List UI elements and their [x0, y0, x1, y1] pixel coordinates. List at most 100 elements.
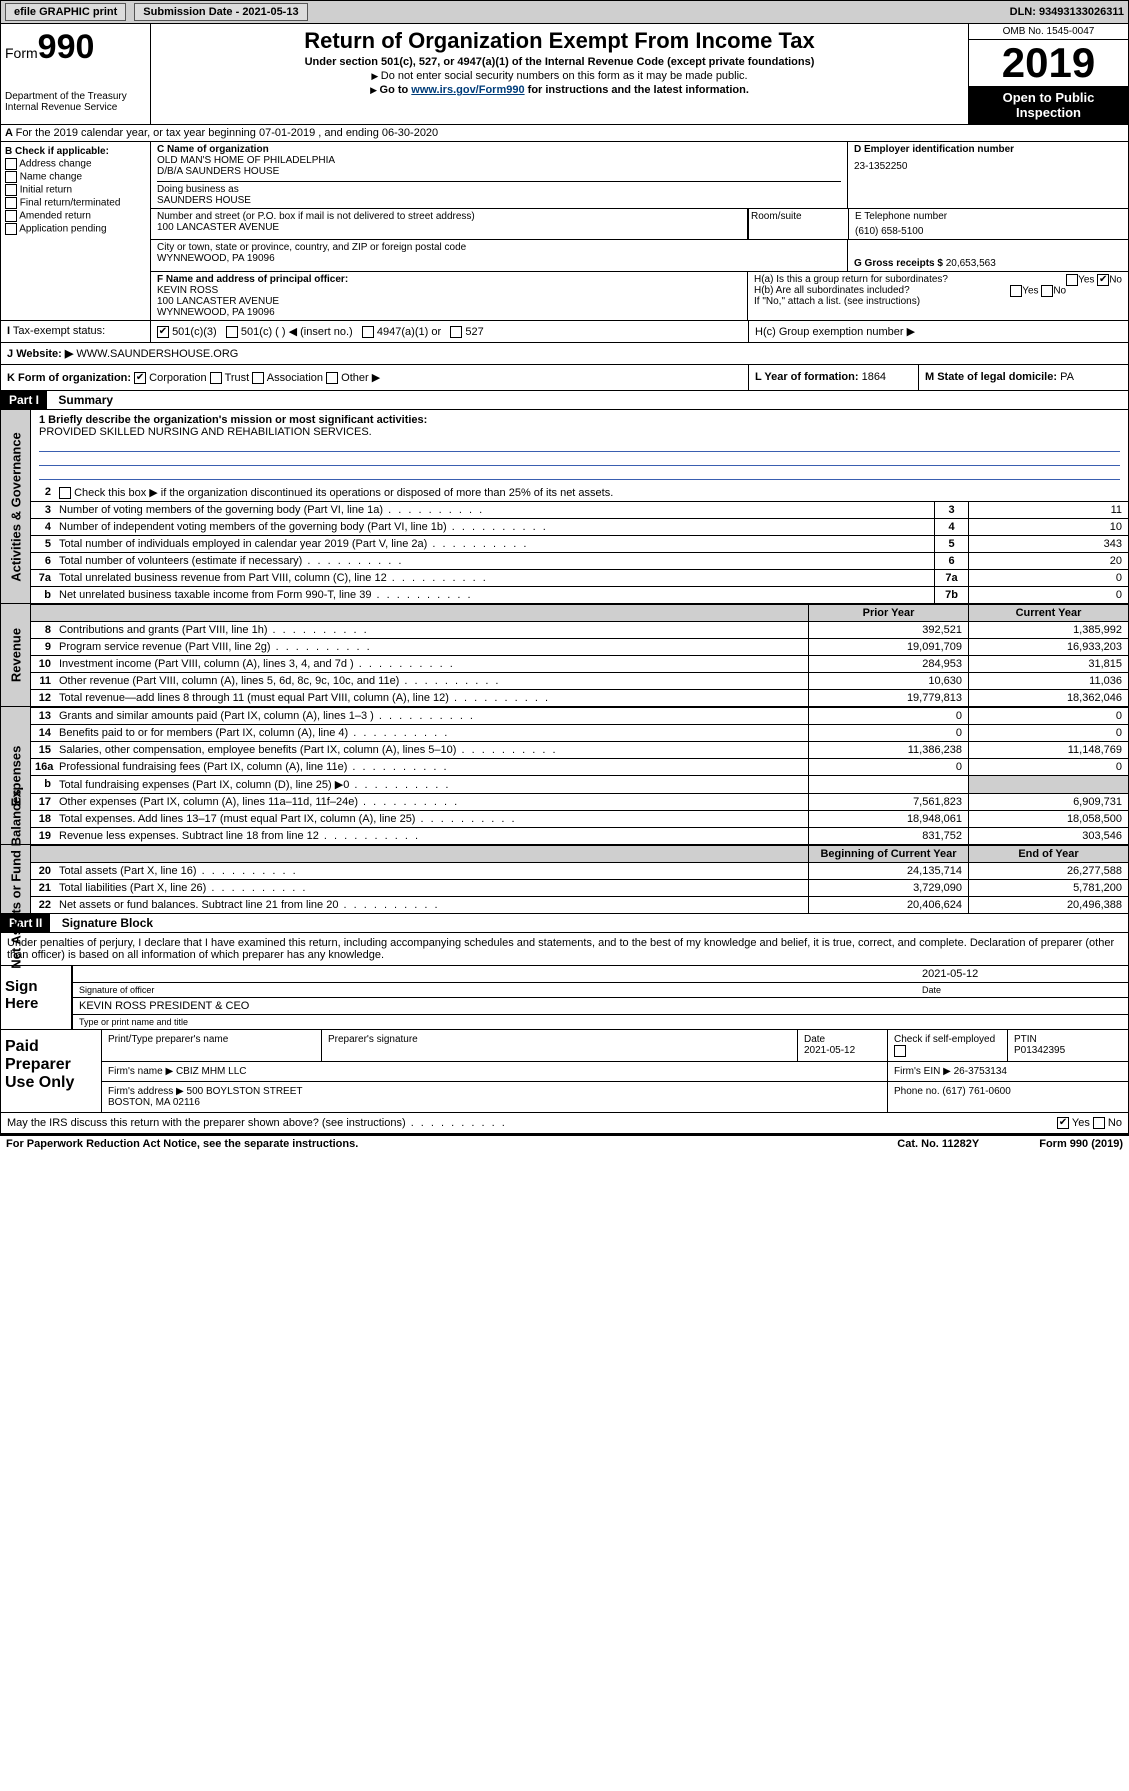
prep-sig-hdr: Preparer's signature [322, 1030, 798, 1061]
footer-right: Form 990 (2019) [1039, 1138, 1123, 1150]
curr-value: 18,058,500 [968, 811, 1128, 827]
phone-value: (610) 658-5100 [855, 226, 1122, 237]
prior-value: 3,729,090 [808, 880, 968, 896]
dba-value: SAUNDERS HOUSE [157, 195, 841, 206]
city-value: WYNNEWOOD, PA 19096 [157, 253, 841, 264]
ptin: PTINP01342395 [1008, 1030, 1128, 1061]
org-name: OLD MAN'S HOME OF PHILADELPHIA D/B/A SAU… [157, 155, 841, 177]
ein-value: 23-1352250 [854, 161, 1122, 172]
line-text: Program service revenue (Part VIII, line… [55, 639, 808, 655]
subtitle-3: Go to www.irs.gov/Form990 for instructio… [155, 84, 964, 96]
form-number: Form990 [5, 28, 146, 67]
dln-label: DLN: 93493133026311 [1010, 6, 1124, 18]
curr-value: 26,277,588 [968, 863, 1128, 879]
part1-header: Part I [1, 391, 47, 409]
sig-officer-label: Signature of officer [79, 985, 154, 995]
line-box: 7b [934, 587, 968, 603]
summary-line-text: Total unrelated business revenue from Pa… [55, 570, 934, 586]
side-governance: Activities & Governance [1, 410, 31, 603]
curr-value: 11,036 [968, 673, 1128, 689]
city-label: City or town, state or province, country… [157, 242, 841, 253]
line-text: Other expenses (Part IX, column (A), lin… [55, 794, 808, 810]
hb-note: If "No," attach a list. (see instruction… [754, 296, 1122, 307]
q1-value: PROVIDED SKILLED NURSING AND REHABILIATI… [39, 426, 1120, 438]
checkbox-initial[interactable]: Initial return [5, 184, 146, 196]
public-inspection-label: Open to Public Inspection [969, 86, 1128, 124]
q2-text: Check this box ▶ if the organization dis… [55, 484, 1128, 501]
line-text: Total fundraising expenses (Part IX, col… [55, 776, 808, 793]
curr-value: 11,148,769 [968, 742, 1128, 758]
subtitle-1: Under section 501(c), 527, or 4947(a)(1)… [155, 56, 964, 68]
tax-status-label: I Tax-exempt status: [1, 321, 151, 342]
line-value: 0 [968, 587, 1128, 603]
curr-value: 31,815 [968, 656, 1128, 672]
prior-value: 0 [808, 759, 968, 775]
line-box: 6 [934, 553, 968, 569]
ul3 [39, 466, 1120, 480]
officer-typed-name: KEVIN ROSS PRESIDENT & CEO [79, 1000, 249, 1012]
ul2 [39, 452, 1120, 466]
dept-label: Department of the Treasury Internal Reve… [5, 91, 146, 113]
tax-year: 2019 [969, 40, 1128, 86]
paid-preparer-label: Paid Preparer Use Only [1, 1030, 101, 1112]
line-a: A For the 2019 calendar year, or tax yea… [0, 125, 1129, 142]
topbar: efile GRAPHIC print Submission Date - 20… [0, 0, 1129, 24]
line-text: Total liabilities (Part X, line 26) [55, 880, 808, 896]
checkbox-pending[interactable]: Application pending [5, 223, 146, 235]
line-text: Total revenue—add lines 8 through 11 (mu… [55, 690, 808, 706]
prior-value: 11,386,238 [808, 742, 968, 758]
prep-date: Date2021-05-12 [798, 1030, 888, 1061]
checkbox-final[interactable]: Final return/terminated [5, 197, 146, 209]
officer-name: KEVIN ROSS [157, 285, 741, 296]
footer-left: For Paperwork Reduction Act Notice, see … [6, 1138, 358, 1150]
line-text: Investment income (Part VIII, column (A)… [55, 656, 808, 672]
irs-link[interactable]: www.irs.gov/Form990 [411, 84, 524, 96]
line-box: 3 [934, 502, 968, 518]
part1-title: Summary [50, 393, 113, 407]
prior-value: 0 [808, 725, 968, 741]
submission-date-button[interactable]: Submission Date - 2021-05-13 [134, 3, 307, 21]
line-text: Grants and similar amounts paid (Part IX… [55, 708, 808, 724]
tax-status-opts: 501(c)(3) 501(c) ( ) ◀ (insert no.) 4947… [151, 321, 748, 342]
form-header: Form990 Department of the Treasury Inter… [0, 24, 1129, 125]
discuss-label: May the IRS discuss this return with the… [7, 1117, 507, 1129]
box-b-label: B Check if applicable: [5, 146, 109, 157]
sig-date: 2021-05-12 [922, 968, 1122, 980]
omb-number: OMB No. 1545-0047 [969, 24, 1128, 40]
ha-label: H(a) Is this a group return for subordin… [754, 274, 1122, 285]
dba-label: Doing business as [157, 184, 841, 195]
curr-value: 20,496,388 [968, 897, 1128, 913]
prior-value: 0 [808, 708, 968, 724]
prior-year-hdr: Prior Year [808, 605, 968, 621]
prior-value: 20,406,624 [808, 897, 968, 913]
line-value: 10 [968, 519, 1128, 535]
prior-value: 18,948,061 [808, 811, 968, 827]
begin-year-hdr: Beginning of Current Year [808, 846, 968, 862]
gross-label: G Gross receipts $ [854, 258, 943, 269]
footer-mid: Cat. No. 11282Y [897, 1138, 979, 1150]
checkbox-name-change[interactable]: Name change [5, 171, 146, 183]
checkbox-address-change[interactable]: Address change [5, 158, 146, 170]
officer-label: F Name and address of principal officer: [157, 274, 348, 285]
line-box: 5 [934, 536, 968, 552]
curr-value: 0 [968, 708, 1128, 724]
summary-line-text: Number of independent voting members of … [55, 519, 934, 535]
efile-button[interactable]: efile GRAPHIC print [5, 3, 126, 21]
prior-value: 392,521 [808, 622, 968, 638]
gross-value: 20,653,563 [946, 258, 996, 269]
curr-value: 0 [968, 725, 1128, 741]
website-row: J Website: ▶ WWW.SAUNDERSHOUSE.ORG [0, 343, 1129, 365]
prior-value: 284,953 [808, 656, 968, 672]
curr-year-hdr: Current Year [968, 605, 1128, 621]
discuss-yes-no: Yes No [1057, 1117, 1122, 1129]
date-label: Date [922, 985, 1122, 995]
hb-label: H(b) Are all subordinates included? Yes … [754, 285, 1122, 296]
checkbox-amended[interactable]: Amended return [5, 210, 146, 222]
form-org: K Form of organization: Corporation Trus… [1, 365, 748, 390]
prior-value: 831,752 [808, 828, 968, 844]
firm-name: Firm's name ▶ CBIZ MHM LLC [102, 1062, 888, 1081]
prior-value: 7,561,823 [808, 794, 968, 810]
firm-ein: Firm's EIN ▶ 26-3753134 [888, 1062, 1128, 1081]
subtitle-2: Do not enter social security numbers on … [155, 70, 964, 82]
line-text: Other revenue (Part VIII, column (A), li… [55, 673, 808, 689]
